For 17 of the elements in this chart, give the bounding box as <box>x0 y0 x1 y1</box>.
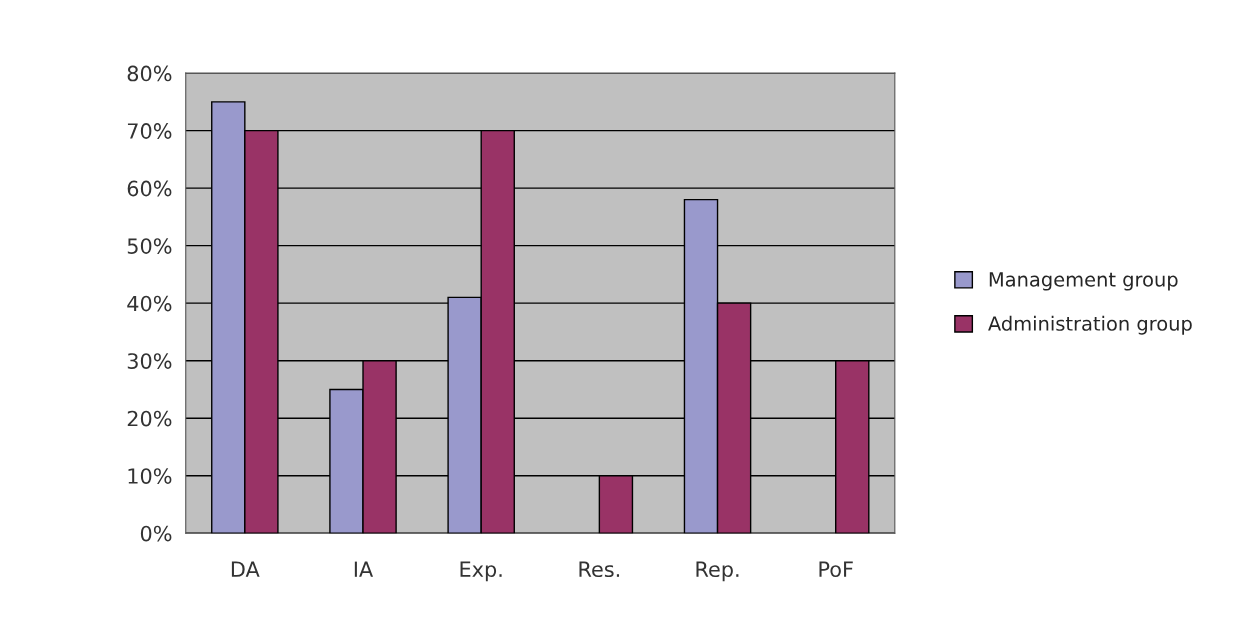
x-tick-label: Rep. <box>696 561 739 582</box>
y-tick-label: 40% <box>127 295 172 312</box>
x-tick-label: IA <box>354 561 374 577</box>
y-tick-label: 10% <box>128 468 172 484</box>
legend-label: Management group <box>989 272 1178 291</box>
x-tick-label: DA <box>231 561 260 577</box>
x-tick-label: PoF <box>819 561 853 578</box>
y-tick-label: 20% <box>127 410 172 427</box>
y-tick-label: 70% <box>127 123 172 139</box>
y-tick-label: 60% <box>127 180 172 197</box>
y-tick-label: 30% <box>127 353 172 369</box>
legend-label: Administration group <box>988 315 1192 335</box>
y-tick-label: 50% <box>127 238 172 254</box>
y-tick-label: 80% <box>127 65 172 82</box>
x-tick-label: Exp. <box>460 561 502 582</box>
x-tick-label: Res. <box>579 561 620 578</box>
y-tick-label: 0% <box>140 525 172 542</box>
